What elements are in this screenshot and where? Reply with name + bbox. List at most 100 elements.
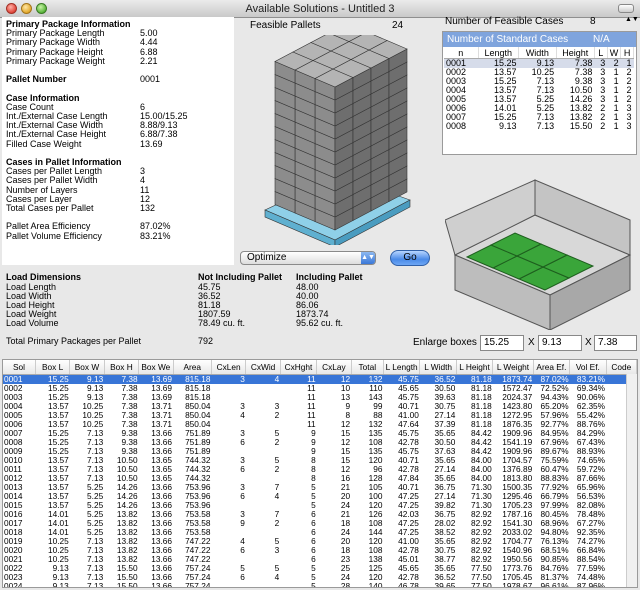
cases-cell: 9.13	[518, 58, 557, 68]
cases-column-header[interactable]: W	[607, 47, 622, 59]
results-column-header[interactable]: CxWid	[245, 360, 281, 375]
results-row[interactable]: 0014 13.57 5.25 14.26 13.66 753.96 6 4 5 20 100 47.…	[3, 492, 637, 501]
cases-row[interactable]: 0003 15.25 7.13 9.38 3 1 2	[444, 77, 634, 86]
results-row[interactable]: 0001 15.25 9.13 7.38 13.69 815.18 3 4 11 12 132 45.…	[3, 374, 637, 384]
results-cell: 7.13	[87, 456, 104, 465]
results-column-header[interactable]: CxHght	[280, 360, 318, 375]
results-cell: 13.82	[116, 510, 138, 519]
results-row[interactable]: 0023 9.13 7.13 15.50 13.66 757.24 6 4 5 24 120 42.7…	[3, 573, 637, 582]
results-row[interactable]: 0004 13.57 10.25 7.38 13.71 850.04 3 3 11 9 99 40.7…	[3, 402, 637, 411]
results-row[interactable]: 0016 14.01 5.25 13.82 13.66 753.58 3 7 6 21 126 42.…	[3, 510, 637, 519]
results-row[interactable]: 0013 13.57 5.25 14.26 13.66 753.96 3 7 5 21 105 40.…	[3, 483, 637, 492]
cases-row[interactable]: 0004 13.57 7.13 10.50 3 1 2	[444, 86, 634, 95]
optimize-select[interactable]: Optimize ▲▼	[240, 251, 376, 265]
cases-cell: 0008	[446, 121, 467, 131]
results-row[interactable]: 0010 13.57 7.13 10.50 13.65 744.32 3 5 8 15 120 40.…	[3, 456, 637, 465]
enlarge-height-field[interactable]: 7.38	[594, 335, 637, 351]
results-column-header[interactable]: Box L	[35, 360, 71, 375]
results-column-header[interactable]: Box W	[69, 360, 105, 375]
close-icon[interactable]	[6, 3, 17, 14]
results-row[interactable]: 0011 13.57 7.13 10.50 13.65 744.32 6 2 8 12 96 42.7…	[3, 465, 637, 474]
results-cell: 72.52%	[540, 384, 569, 393]
cases-column-header[interactable]: n	[444, 47, 479, 59]
results-row[interactable]: 0021 10.25 7.13 13.82 13.66 747.22 6 23 138 45.01…	[3, 555, 637, 564]
results-cell: 10.50	[116, 465, 138, 474]
results-row[interactable]: 0020 10.25 7.13 13.82 13.66 747.22 6 3 6 18 108 42.…	[3, 546, 637, 555]
results-cell: 3	[240, 402, 245, 411]
chevron-updown-icon[interactable]: ▲▼	[625, 16, 639, 23]
results-column-header[interactable]: Code	[606, 360, 637, 375]
results-column-header[interactable]: Sol	[3, 360, 36, 375]
cases-column-header[interactable]: L	[594, 47, 608, 59]
results-column-header[interactable]: Area Ef.	[533, 360, 571, 375]
results-column-header[interactable]: Box H	[104, 360, 140, 375]
results-cell: 13.66	[151, 438, 172, 447]
load-row-value: 36.52	[198, 291, 221, 301]
results-cell: 108	[368, 546, 383, 555]
vertical-scrollbar[interactable]	[626, 374, 637, 587]
results-column-header[interactable]: Box We	[138, 360, 174, 375]
results-row[interactable]: 0009 15.25 7.13 9.38 13.66 751.89 9 15 135 45.75 3…	[3, 447, 637, 456]
zoom-icon[interactable]	[36, 3, 47, 14]
results-row[interactable]: 0012 13.57 7.13 10.50 13.65 744.32 8 16 128 47.84…	[3, 474, 637, 483]
results-row[interactable]: 0018 14.01 5.25 13.82 13.66 753.58 6 24 144 47.25…	[3, 528, 637, 537]
results-cell: 84.42	[470, 438, 492, 447]
results-column-header[interactable]: CxLay	[316, 360, 352, 375]
results-row[interactable]: 0019 10.25 7.13 13.82 13.66 747.22 4 5 6 20 120 41.…	[3, 537, 637, 546]
results-cell: 120	[368, 537, 383, 546]
go-button[interactable]: Go	[390, 250, 430, 266]
results-column-header[interactable]: L Width	[419, 360, 457, 375]
results-cell: 14.26	[116, 483, 138, 492]
toolbar-toggle-icon[interactable]	[618, 4, 634, 13]
results-row[interactable]: 0022 9.13 7.13 15.50 13.66 757.24 5 5 5 25 125 45.6…	[3, 564, 637, 573]
cases-column-header[interactable]: Width	[518, 47, 557, 59]
results-row[interactable]: 0006 13.57 10.25 7.38 13.71 850.04 11 12 132 47.6…	[3, 420, 637, 429]
results-cell: 45.01	[398, 555, 419, 564]
results-cell: 0013	[4, 483, 23, 492]
results-column-header[interactable]: L Weight	[492, 360, 534, 375]
results-cell: 71.30	[470, 501, 492, 510]
results-row[interactable]: 0017 14.01 5.25 13.82 13.66 753.58 9 2 6 18 108 47.…	[3, 519, 637, 528]
results-column-header[interactable]: CxLen	[211, 360, 247, 375]
results-cell: 88.83%	[540, 474, 569, 483]
cases-cell: 0002	[446, 67, 467, 77]
cases-row[interactable]: 0008 9.13 7.13 15.50 2 1 3	[444, 122, 634, 131]
cases-column-header[interactable]: H	[620, 47, 634, 59]
minimize-icon[interactable]	[21, 3, 32, 14]
cases-row[interactable]: 0006 14.01 5.25 13.82 2 1 3	[444, 104, 634, 113]
cases-row[interactable]: 0007 15.25 7.13 13.82 2 1 3	[444, 113, 634, 122]
cases-column-header[interactable]: Length	[478, 47, 520, 59]
cases-cell: 13.82	[569, 103, 593, 113]
cases-row[interactable]: 0002 13.57 10.25 7.38 3 1 2	[444, 68, 634, 77]
results-cell: 45.65	[398, 384, 419, 393]
results-cell: 8	[311, 474, 316, 483]
cases-row[interactable]: 0001 15.25 9.13 7.38 3 2 1	[444, 58, 634, 68]
results-row[interactable]: 0003 15.25 9.13 7.38 13.69 815.18 11 13 143 45.75…	[3, 393, 637, 402]
cases-row[interactable]: 0005 13.57 5.25 14.26 3 1 2	[444, 95, 634, 104]
results-column-header[interactable]: Total	[351, 360, 384, 375]
results-row[interactable]: 0002 15.25 9.13 7.38 13.69 815.18 11 10 110 45.65…	[3, 384, 637, 393]
load-col2-header: Including Pallet	[296, 272, 363, 282]
x-separator: X	[528, 337, 535, 348]
results-cell: 81.18	[470, 411, 492, 420]
enlarge-length-field[interactable]: 15.25	[480, 335, 524, 351]
results-column-header[interactable]: Area	[173, 360, 212, 375]
results-cell: 30.50	[434, 384, 456, 393]
results-cell: 1909.96	[502, 447, 533, 456]
enlarge-width-field[interactable]: 9.13	[538, 335, 582, 351]
results-column-header[interactable]: L Height	[456, 360, 494, 375]
results-cell: 11	[307, 411, 316, 420]
results-cell: 0005	[4, 411, 23, 420]
optimize-select-value: Optimize	[247, 252, 287, 263]
results-row[interactable]: 0007 15.25 7.13 9.38 13.66 751.89 3 5 9 15 135 45.7…	[3, 429, 637, 438]
results-cell: 35.65	[434, 537, 456, 546]
results-row[interactable]: 0015 13.57 5.25 14.26 13.66 753.96 5 24 120 47.25…	[3, 501, 637, 510]
results-row[interactable]: 0024 9.13 7.13 15.50 13.66 757.24 5 28 140 46.78 3…	[3, 582, 637, 587]
results-row[interactable]: 0005 13.57 10.25 7.38 13.71 850.04 4 2 11 8 88 41.0…	[3, 411, 637, 420]
results-cell: 76.13%	[540, 537, 569, 546]
results-cell: 7	[274, 510, 280, 519]
results-row[interactable]: 0008 15.25 7.13 9.38 13.66 751.89 6 2 9 12 108 42.7…	[3, 438, 637, 447]
results-column-header[interactable]: Vol Ef.	[569, 360, 607, 375]
results-column-header[interactable]: L Length	[383, 360, 421, 375]
cases-column-header[interactable]: Height	[556, 47, 595, 59]
